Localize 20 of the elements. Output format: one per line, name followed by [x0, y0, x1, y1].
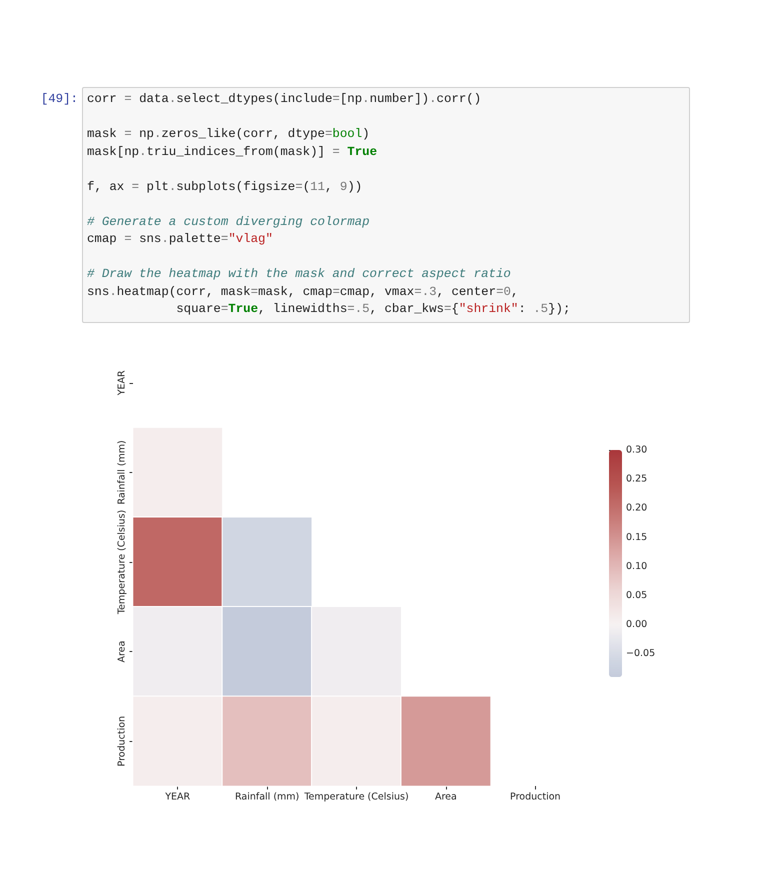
- y-tick-label: Temperature (Celsius): [116, 510, 128, 616]
- y-tick-label: Rainfall (mm): [116, 440, 128, 505]
- y-tick-label: YEAR: [116, 370, 128, 396]
- text: [49]:: [40, 90, 78, 108]
- color-bar-label: −0.05: [626, 648, 656, 660]
- color-bar-label: 0.25: [626, 474, 648, 485]
- color-bar-label: 0.15: [626, 532, 648, 543]
- color-bar-label: 0.30: [626, 444, 648, 456]
- color-bar-label: 0.20: [626, 502, 648, 514]
- color-bar-label: 0.05: [626, 590, 648, 602]
- color-bar-label: 0.00: [626, 619, 648, 630]
- x-tick-label: YEAR: [164, 792, 191, 802]
- x-tick-label: Temperature (Celsius): [303, 792, 409, 802]
- y-tick-label: Production: [116, 716, 128, 766]
- x-tick-label: Production: [510, 792, 561, 802]
- code-cell: corr = data.select_dtypes(include=[np.number]).corr() mask = np.zeros_like(corr, dtype=bool) mask[np.triu_indices_from(mask)] = True f, ax = plt.subplots(figsize=(11, 9)) # Generate a custom diverging colormap cmap = sns.palette="vlag" # Draw the heatmap with the mask and correct aspect ratio sns.heatmap(corr, mask=mask, cmap=cmap, vmax=.3, center=0, square=True, linewidths=.5, cbar_kws={"shrink": .5});: [82, 87, 690, 323]
- x-tick-label: Area: [434, 792, 457, 802]
- x-tick-label: Rainfall (mm): [234, 792, 300, 802]
- y-tick-label: Area: [116, 640, 128, 663]
- color-bar-label: 0.10: [626, 560, 648, 572]
